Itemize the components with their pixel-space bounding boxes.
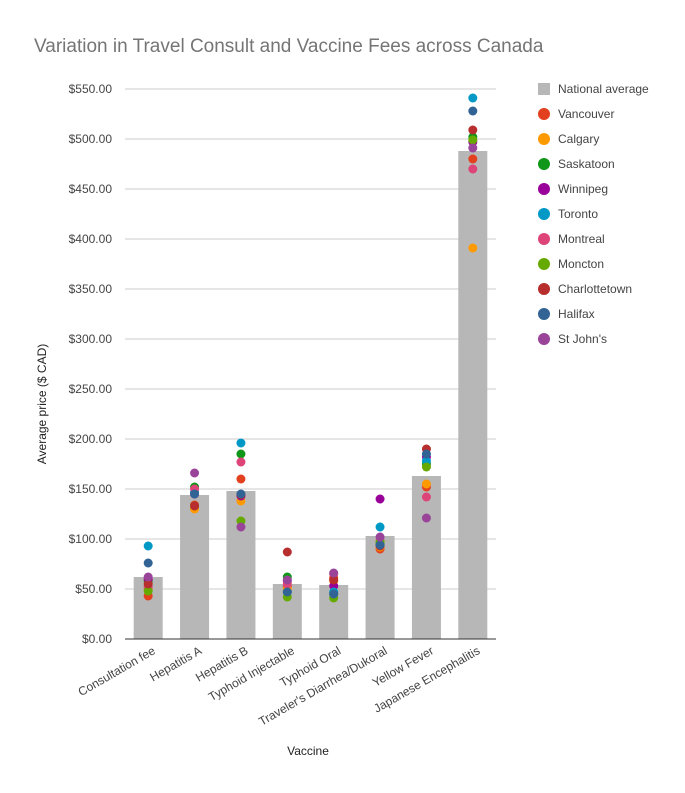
point-st-john-s — [143, 572, 153, 582]
point-st-john-s — [375, 532, 385, 542]
y-tick-label: $450.00 — [69, 182, 113, 196]
point-charlottetown — [143, 579, 153, 589]
legend-label-vancouver: Vancouver — [558, 107, 614, 121]
y-tick-label: $550.00 — [69, 82, 113, 96]
legend-label-calgary: Calgary — [558, 132, 599, 146]
point-st-john-s — [282, 575, 292, 585]
point-charlottetown — [282, 547, 292, 557]
point-toronto — [375, 522, 385, 532]
point-st-john-s — [468, 143, 478, 153]
y-tick-label: $50.00 — [75, 582, 112, 596]
point-halifax — [375, 540, 385, 550]
legend-label-toronto: Toronto — [558, 207, 598, 221]
legend-swatch-halifax — [538, 308, 550, 320]
legend-swatch-moncton — [538, 258, 550, 270]
y-tick-label: $0.00 — [82, 632, 112, 646]
point-moncton — [468, 135, 478, 145]
point-vancouver — [236, 474, 246, 484]
legend-swatch-national-average — [538, 83, 550, 95]
point-calgary — [421, 479, 431, 489]
legend-swatch-saskatoon — [538, 158, 550, 170]
point-st-john-s — [421, 513, 431, 523]
legend-swatch-montreal — [538, 233, 550, 245]
legend-swatch-charlottetown — [538, 283, 550, 295]
y-tick-label: $250.00 — [69, 382, 113, 396]
bar-national-average — [180, 495, 210, 639]
point-halifax — [236, 489, 246, 499]
legend-label-national-average: National average — [558, 82, 649, 96]
point-halifax — [421, 449, 431, 459]
point-halifax — [282, 587, 292, 597]
point-moncton — [421, 462, 431, 472]
legend-label-st-john-s: St John's — [558, 332, 607, 346]
point-halifax — [329, 589, 339, 599]
y-tick-label: $100.00 — [69, 532, 113, 546]
legend-label-charlottetown: Charlottetown — [558, 282, 632, 296]
y-tick-label: $200.00 — [69, 432, 113, 446]
point-montreal — [236, 457, 246, 467]
bar-national-average — [411, 476, 441, 639]
legend-swatch-calgary — [538, 133, 550, 145]
point-vancouver — [468, 154, 478, 164]
point-charlottetown — [329, 575, 339, 585]
points — [143, 93, 478, 603]
y-axis-title: Average price ($ CAD) — [35, 344, 49, 465]
point-halifax — [143, 558, 153, 568]
x-tick-label: Consultation fee — [76, 643, 158, 699]
point-montreal — [421, 492, 431, 502]
point-moncton — [143, 586, 153, 596]
chart-title: Variation in Travel Consult and Vaccine … — [34, 36, 544, 57]
bar-national-average — [458, 151, 488, 639]
bar-national-average — [226, 491, 256, 639]
point-halifax — [190, 489, 200, 499]
point-st-john-s — [236, 522, 246, 532]
point-st-john-s — [190, 468, 200, 478]
legend-swatch-st-john-s — [538, 333, 550, 345]
legend: National average Vancouver Calgary Saskatoo… — [538, 82, 649, 346]
legend-label-winnipeg: Winnipeg — [558, 182, 608, 196]
point-toronto — [143, 541, 153, 551]
y-tick-label: $400.00 — [69, 232, 113, 246]
point-charlottetown — [468, 125, 478, 135]
legend-label-halifax: Halifax — [558, 307, 595, 321]
legend-label-montreal: Montreal — [558, 232, 605, 246]
legend-swatch-vancouver — [538, 108, 550, 120]
legend-swatch-toronto — [538, 208, 550, 220]
y-tick-label: $150.00 — [69, 482, 113, 496]
bars — [133, 151, 488, 639]
point-calgary — [468, 243, 478, 253]
point-saskatoon — [236, 449, 246, 459]
point-toronto — [236, 438, 246, 448]
point-st-john-s — [329, 568, 339, 578]
point-charlottetown — [190, 501, 200, 511]
point-halifax — [468, 106, 478, 116]
y-axis-ticks: $0.00 $50.00 $100.00 $150.00 $200.00 $250.00 $… — [69, 82, 113, 646]
y-tick-label: $350.00 — [69, 282, 113, 296]
y-tick-label: $300.00 — [69, 332, 113, 346]
legend-swatch-winnipeg — [538, 183, 550, 195]
point-toronto — [468, 93, 478, 103]
legend-label-saskatoon: Saskatoon — [558, 157, 615, 171]
point-montreal — [468, 164, 478, 174]
point-winnipeg — [375, 494, 385, 504]
x-axis-title: Vaccine — [287, 744, 329, 758]
legend-label-moncton: Moncton — [558, 257, 604, 271]
y-tick-label: $500.00 — [69, 132, 113, 146]
